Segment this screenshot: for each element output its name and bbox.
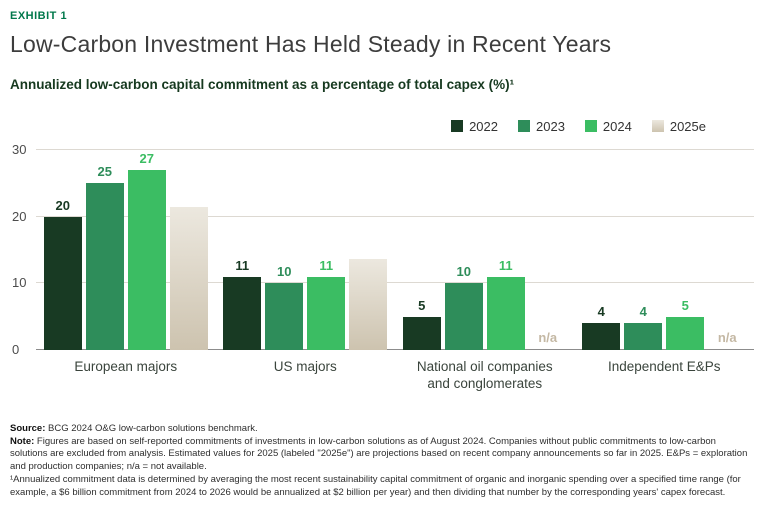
bar-slot-2023: 10	[444, 150, 483, 350]
legend-swatch	[584, 120, 597, 132]
bar-value-label: n/a	[538, 330, 558, 345]
bar-value-label: n/a	[717, 330, 737, 345]
legend-swatch	[651, 120, 664, 132]
legend-item-2025e: 2025e	[651, 118, 706, 134]
bar-2022	[402, 316, 441, 350]
bar-slot-2022: 5	[402, 150, 441, 350]
note-line: Note: Figures are based on self-reported…	[10, 436, 754, 474]
bar-slot-2023: 4	[624, 150, 663, 350]
footnotes: Source: BCG 2024 O&G low-carbon solution…	[10, 423, 754, 500]
legend-label: 2022	[469, 118, 498, 134]
bar-value-label: 25	[97, 164, 112, 180]
bar-groups: 20 25 27 11 10 11 5 10 11 n/a 4 4 5 n/a	[36, 150, 754, 350]
y-axis: 0 10 20 30	[10, 142, 36, 357]
page-title: Low-Carbon Investment Has Held Steady in…	[10, 31, 612, 57]
bar-2022	[223, 276, 262, 350]
y-tick-label: 10	[12, 275, 27, 291]
bar-slot-2025e	[169, 150, 208, 350]
bar-value-label: 10	[277, 264, 292, 280]
legend-item-2023: 2023	[518, 119, 565, 134]
legend-swatch	[518, 120, 530, 132]
bar-group: 4 4 5 n/a	[575, 150, 755, 350]
gridline-0	[36, 349, 754, 350]
bar-group: 11 10 11	[216, 150, 396, 350]
footnote-1: ¹Annualized commitment data is determine…	[10, 474, 741, 498]
bar-2024	[666, 316, 705, 350]
bar-2022	[582, 323, 621, 350]
bar-slot-2023: 25	[85, 150, 124, 350]
legend-label: 2025e	[669, 118, 706, 134]
bar-value-label: 5	[418, 297, 426, 313]
bar-slot-2024: 11	[486, 150, 525, 350]
category-label: Independent E&Ps	[607, 359, 721, 374]
bar-slot-2024: 11	[307, 150, 346, 350]
bar-slot-2022: 11	[223, 150, 262, 350]
bar-slot-2022: 4	[582, 150, 621, 350]
bar-value-label: 4	[597, 304, 605, 320]
note-text: Figures are based on self-reported commi…	[10, 435, 748, 473]
category-axis: European majors US majors National oil com…	[36, 350, 754, 393]
bar-value-label: 5	[681, 297, 689, 313]
chart-subtitle: Annualized low-carbon capital commitment…	[10, 77, 515, 92]
source-label: Source:	[10, 422, 46, 434]
bar-slot-2022: 20	[43, 150, 82, 350]
y-tick-label: 20	[12, 208, 27, 224]
bar-2024	[127, 170, 166, 350]
bar-slot-2023: 10	[265, 150, 304, 350]
bar-slot-2024: 5	[666, 150, 705, 350]
bar-2025e	[169, 206, 208, 350]
source-line: Source: BCG 2024 O&G low-carbon solution…	[10, 423, 754, 436]
category-label: European majors	[74, 359, 178, 374]
category-label: National oil companies and conglomerates	[416, 359, 553, 391]
bar-value-label: 27	[139, 151, 154, 166]
bar-group: 5 10 11 n/a	[395, 150, 575, 350]
bar-2022	[43, 216, 82, 350]
legend-item-2022: 2022	[451, 119, 498, 134]
bar-slot-2025e	[349, 150, 388, 350]
legend-item-2024: 2024	[584, 118, 632, 134]
gridline-20	[36, 215, 754, 217]
bar-value-label: 4	[639, 304, 647, 320]
bar-2023	[85, 183, 124, 350]
bar-slot-2024: 27	[127, 150, 166, 350]
note-label: Note:	[10, 435, 35, 447]
gridline-30	[36, 149, 754, 150]
bar-value-label: 11	[235, 257, 250, 273]
bar-2023	[624, 323, 663, 350]
bar-value-label: 10	[456, 264, 471, 280]
bar-chart: 0 10 20 30 20 25 27 11 10 11 5 10 11 n/a 4 4 5 n/a	[10, 142, 754, 357]
category-label: US majors	[273, 359, 337, 374]
y-tick-label: 0	[12, 342, 20, 357]
legend-swatch	[451, 120, 464, 132]
bar-value-label: 11	[498, 257, 513, 273]
bar-2023	[265, 283, 304, 350]
bar-group: 20 25 27	[36, 150, 216, 350]
bar-2025e	[349, 258, 388, 350]
gridline-10	[36, 282, 754, 284]
bar-value-label: 11	[319, 257, 334, 273]
bar-2024	[486, 276, 525, 350]
legend-label: 2024	[602, 118, 632, 134]
bar-value-label: 20	[55, 197, 70, 213]
bar-2023	[444, 283, 483, 350]
y-tick-label: 30	[12, 142, 27, 157]
chart-legend: 2022 2023 2024 2025e	[10, 118, 706, 134]
legend-label: 2023	[536, 118, 565, 134]
exhibit-label: EXHIBIT 1	[10, 10, 68, 22]
bar-slot-2025e: n/a	[708, 150, 746, 350]
source-text: BCG 2024 O&G low-carbon solutions benchm…	[45, 422, 258, 434]
plot-area: 20 25 27 11 10 11 5 10 11 n/a 4 4 5 n/a	[36, 149, 754, 350]
bar-2024	[307, 276, 346, 350]
bar-slot-2025e: n/a	[529, 150, 567, 350]
